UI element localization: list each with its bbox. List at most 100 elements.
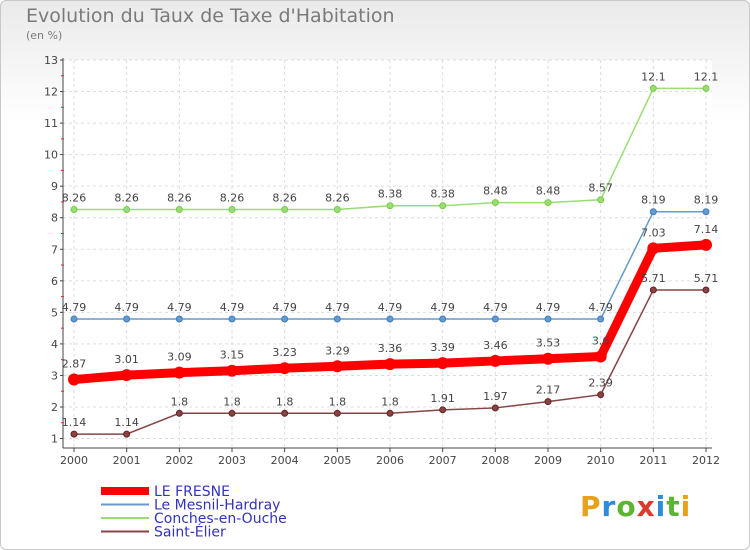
- data-label: 3.53: [536, 337, 561, 350]
- series-point: [491, 199, 499, 207]
- chart-title: Evolution du Taux de Taxe d'Habitation: [26, 5, 395, 27]
- data-label: 3.39: [430, 341, 455, 354]
- series-point: [123, 206, 131, 214]
- y-tick-label: 6: [51, 275, 58, 288]
- series-point: [228, 206, 236, 214]
- y-tick-label: 13: [44, 54, 58, 67]
- data-label: 8.19: [694, 194, 719, 207]
- series-point: [228, 409, 236, 417]
- x-tick-label: 2002: [165, 454, 193, 467]
- data-label: 4.79: [430, 301, 455, 314]
- series-point: [175, 409, 183, 417]
- data-label: 2.87: [62, 358, 87, 371]
- data-label: 8.26: [272, 192, 297, 205]
- legend-label: Saint-Élier: [154, 524, 226, 541]
- data-label: 4.79: [167, 301, 192, 314]
- data-label: 8.26: [114, 192, 139, 205]
- y-tick-label: 1: [51, 433, 58, 446]
- x-tick-label: 2003: [218, 454, 246, 467]
- logo-letter: o: [616, 490, 637, 523]
- series-point: [70, 315, 78, 323]
- series-point: [228, 315, 236, 323]
- data-label: 7.14: [694, 223, 719, 236]
- series-point: [226, 364, 238, 377]
- series-point: [70, 430, 78, 438]
- data-label: 2.39: [588, 377, 613, 390]
- series-point: [173, 366, 186, 379]
- data-label: 8.57: [588, 182, 613, 195]
- series-point: [649, 208, 657, 216]
- data-label: 1.14: [62, 416, 87, 429]
- x-tick-label: 2008: [481, 454, 509, 467]
- series-point: [702, 286, 710, 294]
- series-point: [649, 84, 657, 92]
- y-tick-label: 3: [51, 369, 58, 382]
- series-point: [544, 398, 552, 406]
- series-point: [597, 391, 605, 399]
- series-point: [278, 362, 291, 375]
- series-point: [281, 206, 289, 214]
- series-point: [386, 409, 394, 417]
- series-point: [331, 360, 344, 373]
- data-label: 8.38: [430, 188, 455, 201]
- series-point: [544, 199, 552, 207]
- x-tick-label: 2012: [692, 454, 720, 467]
- data-label: 8.38: [378, 188, 403, 201]
- series-point: [281, 409, 289, 417]
- x-tick-label: 2001: [113, 454, 141, 467]
- data-label: 3.29: [325, 344, 350, 357]
- proxiti-logo: Proxiti: [580, 490, 691, 523]
- data-label: 8.48: [536, 185, 561, 198]
- data-label: 4.79: [536, 301, 561, 314]
- series-point: [333, 315, 341, 323]
- data-label: 2.17: [536, 384, 561, 397]
- series-point: [542, 352, 554, 365]
- series-point: [702, 208, 710, 216]
- series-point: [386, 202, 394, 210]
- y-tick-label: 11: [44, 117, 58, 130]
- data-label: 12.1: [694, 70, 719, 83]
- y-tick-label: 10: [44, 149, 58, 162]
- data-label: 1.8: [381, 395, 399, 408]
- series-point: [439, 406, 447, 414]
- y-tick-label: 5: [51, 306, 58, 319]
- data-label: 4.79: [378, 301, 403, 314]
- data-label: 3.01: [114, 353, 139, 366]
- series-point: [702, 84, 710, 92]
- data-label: 1.14: [114, 416, 139, 429]
- series-point: [120, 369, 133, 382]
- x-tick-label: 2005: [323, 454, 351, 467]
- data-label: 5.71: [694, 272, 719, 285]
- series-point: [281, 315, 289, 323]
- logo-letter: r: [601, 490, 617, 523]
- x-tick-label: 2000: [60, 454, 88, 467]
- series-point: [649, 286, 657, 294]
- data-label: 3.23: [272, 346, 297, 359]
- x-tick-label: 2010: [587, 454, 615, 467]
- data-label: 5.71: [641, 272, 666, 285]
- series-point: [175, 206, 183, 214]
- series-point: [333, 206, 341, 214]
- y-tick-label: 4: [51, 338, 58, 351]
- x-tick-label: 2004: [271, 454, 299, 467]
- data-label: 1.8: [276, 395, 294, 408]
- y-tick-label: 8: [51, 212, 58, 225]
- logo-letter: t: [666, 490, 681, 523]
- data-label: 3.6: [592, 335, 610, 348]
- logo-letter: P: [580, 490, 602, 523]
- data-label: 3.09: [167, 351, 192, 364]
- series-point: [647, 242, 660, 255]
- series-point: [123, 315, 131, 323]
- series-point: [68, 373, 80, 386]
- data-label: 4.79: [483, 301, 508, 314]
- logo-letter: i: [680, 490, 692, 523]
- series-point: [175, 315, 183, 323]
- series-point: [386, 315, 394, 323]
- data-label: 4.79: [325, 301, 350, 314]
- data-label: 1.8: [171, 395, 189, 408]
- series-point: [491, 404, 499, 412]
- logo-letter: x: [636, 490, 656, 523]
- series-point: [489, 354, 502, 367]
- data-label: 8.48: [483, 185, 508, 198]
